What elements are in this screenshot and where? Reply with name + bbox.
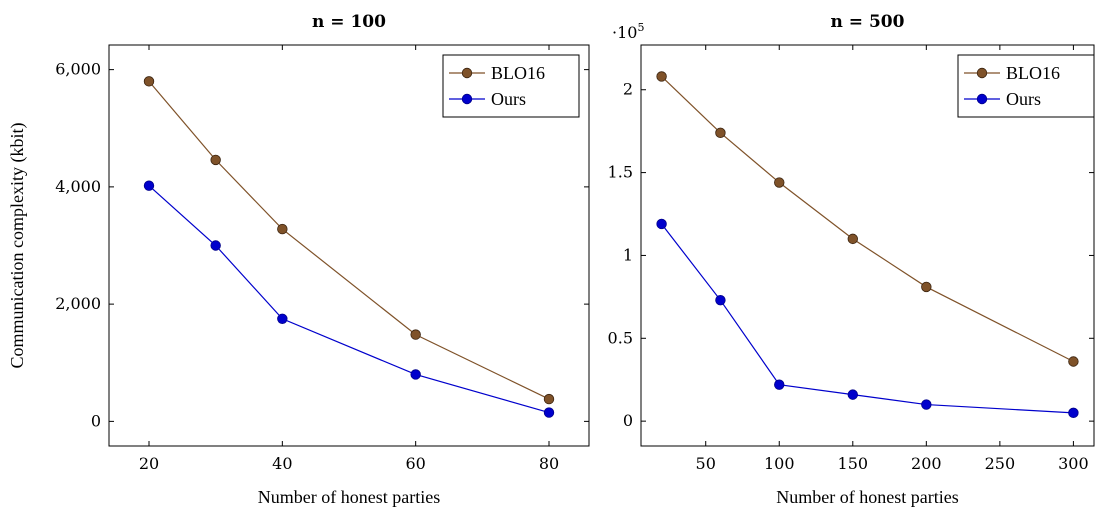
y-tick-label: 1 bbox=[623, 245, 633, 264]
data-point bbox=[715, 127, 726, 139]
legend-entry: BLO16 bbox=[491, 63, 545, 83]
plot-frame bbox=[640, 44, 1095, 447]
x-tick-label: 40 bbox=[272, 454, 292, 473]
data-point bbox=[543, 393, 555, 405]
data-point bbox=[774, 177, 785, 188]
legend: BLO16 Ours bbox=[442, 54, 580, 118]
legend-box bbox=[442, 54, 580, 118]
chart-title: n = 100 bbox=[312, 12, 386, 32]
data-point bbox=[410, 329, 421, 340]
x-tick-label: 300 bbox=[1058, 454, 1089, 473]
legend-entry: BLO16 bbox=[1006, 63, 1060, 83]
legend-marker bbox=[976, 67, 988, 79]
legend-marker bbox=[976, 93, 988, 105]
data-point bbox=[1068, 407, 1079, 419]
legend-marker bbox=[461, 93, 473, 105]
x-tick-label: 200 bbox=[911, 454, 942, 473]
x-tick-label: 250 bbox=[985, 454, 1016, 473]
series-line bbox=[148, 185, 550, 414]
legend: BLO16 Ours bbox=[957, 54, 1095, 118]
y-tick-label: 1.5 bbox=[608, 163, 633, 182]
x-tick-label: 150 bbox=[838, 454, 869, 473]
y-tick-label: 0.5 bbox=[608, 328, 633, 347]
data-point bbox=[774, 379, 785, 390]
data-point bbox=[1068, 356, 1079, 367]
chart-panel-2: n = 500 50 100 150 200 250 300 0 0.5 1 1.5 2 Number … bbox=[608, 12, 1095, 507]
data-point bbox=[277, 223, 288, 235]
y-tick-label: 2 bbox=[623, 80, 633, 99]
series-blo16 bbox=[656, 71, 1079, 367]
data-point bbox=[210, 240, 221, 251]
legend-box bbox=[957, 54, 1095, 118]
legend-entry: Ours bbox=[491, 89, 526, 109]
y-axis-multiplier: ·105 bbox=[612, 21, 644, 42]
data-point bbox=[543, 407, 555, 418]
x-tick-label: 20 bbox=[139, 454, 159, 473]
x-tick-label: 60 bbox=[405, 454, 425, 473]
series-ours bbox=[656, 218, 1079, 419]
data-point bbox=[847, 233, 858, 245]
series-ours bbox=[143, 180, 555, 418]
plot-frame bbox=[108, 44, 590, 447]
data-point bbox=[921, 399, 932, 410]
chart-title: n = 500 bbox=[831, 12, 905, 32]
legend-marker bbox=[461, 67, 473, 79]
y-tick-label: 2,000 bbox=[55, 294, 101, 313]
x-axis-label: Number of honest parties bbox=[776, 487, 958, 507]
data-point bbox=[656, 71, 667, 82]
data-point bbox=[847, 389, 858, 400]
series-line bbox=[661, 76, 1074, 363]
y-tick-label: 4,000 bbox=[55, 177, 101, 196]
series-line bbox=[661, 223, 1074, 414]
y-axis-label: Communication complexity (kbit) bbox=[7, 123, 28, 369]
legend-entry: Ours bbox=[1006, 89, 1041, 109]
y-tick-label: 6,000 bbox=[55, 60, 101, 79]
x-axis-label: Number of honest parties bbox=[258, 487, 440, 507]
data-point bbox=[210, 154, 221, 166]
data-point bbox=[143, 76, 155, 87]
x-tick-label: 50 bbox=[696, 454, 716, 473]
x-tick-label: 100 bbox=[764, 454, 795, 473]
series-blo16 bbox=[143, 76, 555, 405]
data-point bbox=[410, 369, 421, 380]
data-point bbox=[656, 218, 667, 230]
data-point bbox=[143, 180, 155, 191]
x-tick-label: 80 bbox=[539, 454, 559, 473]
data-point bbox=[277, 313, 288, 324]
data-point bbox=[921, 281, 932, 293]
y-tick-label: 0 bbox=[623, 411, 633, 430]
chart-panel-1: n = 100 20 40 60 80 0 2,000 4,000 6,000 Number of… bbox=[7, 12, 590, 507]
data-point bbox=[715, 294, 726, 306]
y-tick-label: 0 bbox=[91, 411, 101, 430]
